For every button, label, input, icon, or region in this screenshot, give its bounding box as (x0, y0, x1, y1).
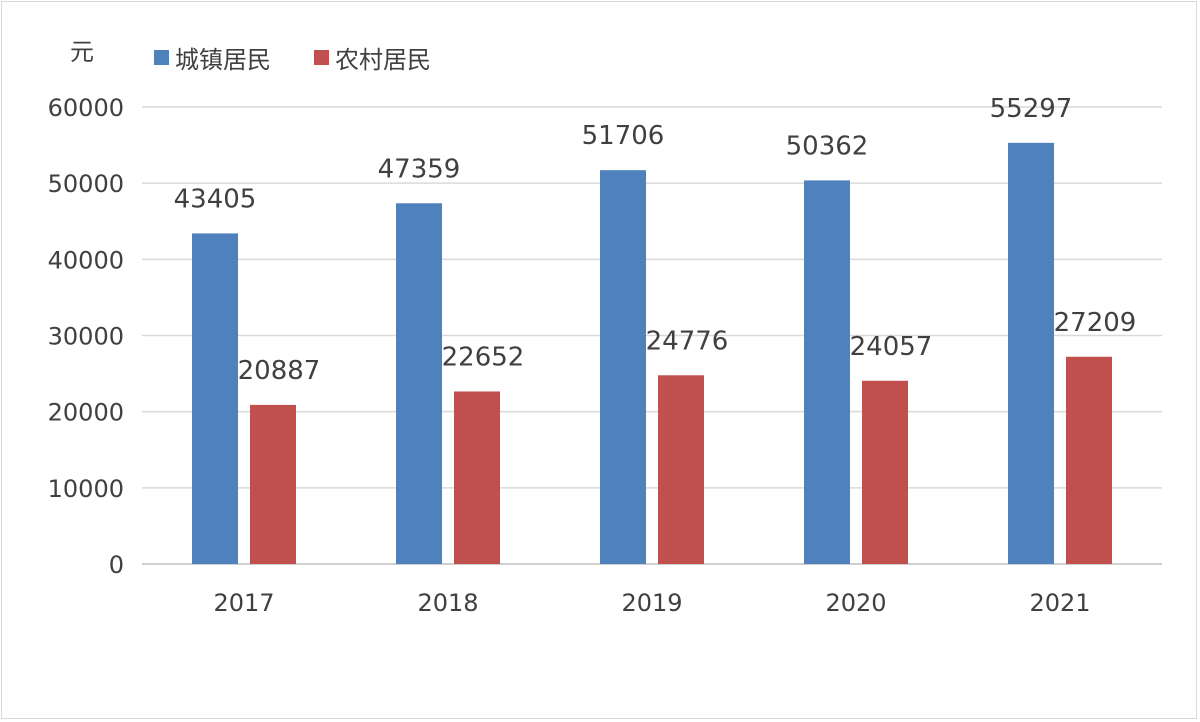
data-label: 51706 (582, 121, 665, 151)
data-label: 24776 (646, 326, 729, 356)
bar-rural-2020 (862, 380, 908, 564)
bar-urban-2020 (804, 180, 850, 565)
data-label: 22652 (442, 342, 525, 372)
grid-lines (142, 106, 1162, 565)
x-tick-label: 2019 (621, 589, 682, 617)
bar-urban-2021 (1008, 142, 1054, 565)
x-tick-label: 2020 (825, 589, 886, 617)
data-label: 50362 (786, 131, 869, 161)
bar-rural-2019 (658, 375, 704, 564)
y-tick-label: 20000 (48, 399, 124, 427)
legend-label: 农村居民 (335, 46, 431, 74)
y-tick-label: 60000 (48, 94, 124, 122)
data-label: 55297 (990, 94, 1073, 124)
axes: 0 10000 20000 30000 40000 50000 60000 2017 2018 2… (48, 38, 1091, 617)
bars (192, 142, 1112, 565)
bar-urban-2017 (192, 233, 238, 564)
y-tick-label: 0 (109, 551, 124, 579)
y-tick-label: 10000 (48, 475, 124, 503)
x-tick-label: 2021 (1029, 589, 1090, 617)
data-label: 20887 (238, 356, 321, 386)
y-tick-label: 40000 (48, 246, 124, 274)
data-label: 27209 (1054, 308, 1137, 338)
legend: 城镇居民 农村居民 (154, 46, 431, 74)
y-tick-label: 30000 (48, 323, 124, 351)
x-tick-label: 2017 (213, 589, 274, 617)
bar-rural-2017 (250, 404, 296, 564)
bar-urban-2018 (396, 203, 442, 564)
y-unit-label: 元 (70, 38, 94, 66)
legend-swatch (154, 50, 169, 65)
y-tick-label: 50000 (48, 170, 124, 198)
bar-rural-2021 (1066, 356, 1112, 564)
x-tick-label: 2018 (417, 589, 478, 617)
bar-rural-2018 (454, 391, 500, 564)
data-label: 24057 (850, 332, 933, 362)
data-label: 47359 (378, 154, 461, 184)
bar-urban-2019 (600, 170, 646, 564)
legend-swatch (314, 50, 329, 65)
data-labels: 43405 20887 47359 22652 51706 24776 50362 24057… (174, 94, 1137, 386)
legend-label: 城镇居民 (175, 46, 271, 74)
data-label: 43405 (174, 184, 257, 214)
